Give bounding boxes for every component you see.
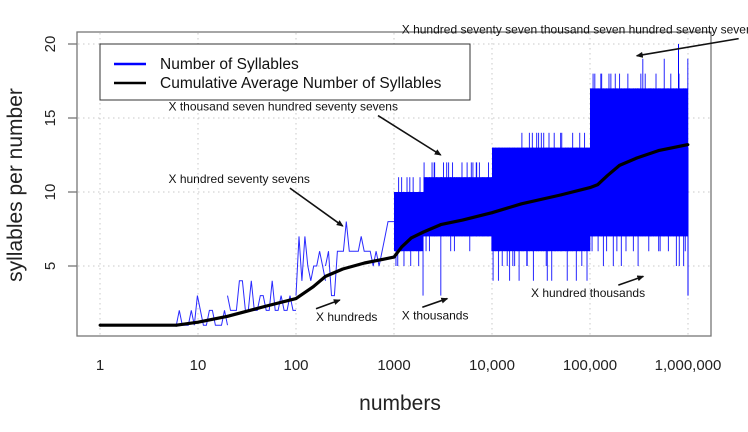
cumulative-average-point	[635, 156, 639, 160]
x-tick-label: 1000	[377, 357, 410, 374]
cumulative-average-point	[461, 218, 464, 222]
x-axis-title: numbers	[359, 392, 441, 415]
cumulative-average-point	[226, 314, 229, 318]
x-tick-label: 1	[96, 357, 104, 374]
y-tick-label: 20	[42, 36, 59, 53]
cumulative-average-point	[196, 320, 200, 324]
x-axis: 1 10 100 1000 10,000 100,000 1,000,000	[96, 357, 722, 374]
annotation-label: X hundred seventy seven thousand seven h…	[402, 23, 748, 37]
cumulative-average-point	[409, 236, 413, 240]
cumulative-average-point	[657, 149, 660, 152]
legend-label-number-of-syllables: Number of Syllables	[160, 56, 299, 73]
annotation-arrow	[289, 187, 344, 227]
cumulative-average-point	[265, 304, 268, 308]
cumulative-average-point	[596, 183, 600, 187]
cumulative-average-point	[174, 323, 178, 327]
legend-box	[99, 43, 471, 101]
annotation-label: X hundred thousands	[531, 286, 645, 300]
syllable-line-segment	[295, 236, 326, 296]
cumulative-average-point	[686, 143, 690, 147]
cumulative-average-point	[341, 267, 345, 271]
annotation-arrow	[635, 37, 739, 58]
legend-label-cumulative-average: Cumulative Average Number of Syllables	[160, 75, 442, 92]
cumulative-average-point	[559, 193, 562, 197]
cumulative-average-point	[439, 223, 443, 226]
annotation-label: X thousand seven hundred seventy sevens	[168, 100, 398, 114]
annotations: X hundreds X hundred seventy sevens X thou…	[168, 23, 748, 324]
annotation-label: X hundred seventy sevens	[168, 172, 309, 186]
annotation-arrow	[377, 114, 442, 156]
cumulative-average-point	[605, 174, 609, 178]
legend: Number of Syllables Cumulative Average N…	[99, 43, 471, 101]
cumulative-average-point	[392, 255, 396, 259]
cumulative-average-point	[490, 211, 494, 215]
x-tick-label: 100,000	[563, 357, 617, 374]
y-axis: 5 10 15 20	[42, 36, 77, 270]
cumulative-average-point	[311, 285, 315, 289]
cumulative-average-point	[98, 323, 102, 327]
cumulative-average-point	[520, 202, 523, 206]
annotation-arrow	[315, 299, 341, 310]
x-tick-label: 1,000,000	[655, 357, 722, 374]
cumulative-average-point	[363, 261, 366, 265]
cumulative-average-point	[400, 245, 404, 249]
syllable-line-segment	[227, 280, 296, 311]
plot-frame	[76, 31, 712, 337]
syllable-line-segment	[325, 221, 394, 297]
series-cumulative-average	[98, 143, 690, 327]
cumulative-average-point	[324, 274, 327, 278]
y-tick-label: 5	[42, 262, 59, 270]
cumulative-average-point	[588, 186, 592, 189]
x-tick-label: 100	[283, 357, 308, 374]
cumulative-average-point	[422, 230, 425, 234]
annotation-label: X hundreds	[316, 310, 377, 324]
cumulative-average-line	[100, 143, 689, 327]
y-tick-label: 10	[42, 184, 59, 201]
y-axis-title: syllables per number	[4, 88, 27, 282]
y-tick-label: 15	[42, 110, 59, 127]
annotation-arrow	[618, 275, 645, 286]
annotation-label: X thousands	[402, 308, 469, 322]
annotation-arrow	[422, 297, 449, 309]
x-tick-label: 10	[190, 357, 207, 374]
cumulative-average-point	[294, 297, 298, 300]
x-tick-label: 10,000	[469, 357, 515, 374]
cumulative-average-point	[618, 163, 621, 167]
